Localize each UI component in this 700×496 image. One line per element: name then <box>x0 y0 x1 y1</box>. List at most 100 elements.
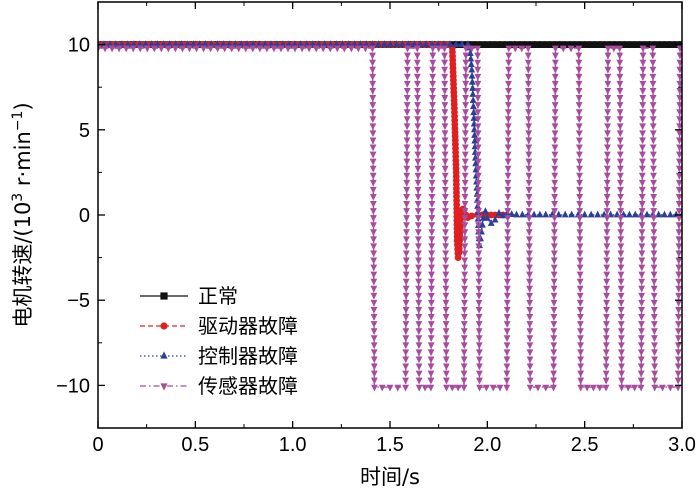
series-4-marker <box>638 328 645 335</box>
x-tick-label: 0.5 <box>181 434 209 456</box>
series-4-marker <box>415 306 423 314</box>
series-4-marker <box>551 87 559 95</box>
series-4-marker <box>576 314 584 321</box>
series-4-marker <box>435 45 443 53</box>
series-4-marker <box>525 215 533 222</box>
series-4-marker <box>504 215 512 222</box>
series-4-marker <box>403 236 410 244</box>
series-4-marker <box>442 328 450 335</box>
series-4-marker <box>603 215 611 222</box>
series-3-marker <box>542 210 550 218</box>
series-4-marker <box>637 342 645 350</box>
series-4-marker <box>403 186 411 194</box>
series-4-marker <box>428 144 436 152</box>
series-4-marker <box>441 66 449 74</box>
series-3-marker <box>225 40 233 47</box>
series-4-marker <box>404 59 411 67</box>
series-4-marker <box>403 208 410 215</box>
series-4-marker <box>462 87 470 95</box>
series-4-marker <box>402 377 410 385</box>
series-4-marker <box>639 109 647 116</box>
series-4-marker <box>575 144 583 152</box>
series-4-marker <box>604 130 611 138</box>
series-3-marker <box>470 108 478 116</box>
series-4-marker <box>674 342 682 350</box>
series-4-marker <box>370 342 378 350</box>
series-4-marker <box>504 123 512 131</box>
series-4-marker <box>461 201 469 208</box>
series-4-marker <box>575 59 583 67</box>
series-4-marker <box>403 95 411 102</box>
series-4-marker <box>370 271 378 279</box>
series-4-marker <box>504 257 511 265</box>
series-4-marker <box>429 66 437 74</box>
series-4-marker <box>428 271 435 279</box>
series-4-marker <box>362 45 369 53</box>
series-4-marker <box>429 102 436 109</box>
series-4-marker <box>414 236 422 244</box>
series-4-marker <box>550 250 558 258</box>
series-4-marker <box>550 356 558 364</box>
series-4-marker <box>347 45 355 53</box>
series-4-marker <box>637 370 645 378</box>
series-4-marker <box>649 73 657 81</box>
series-4-marker <box>550 328 558 335</box>
series-4-marker <box>604 116 612 124</box>
plot-frame <box>97 1 683 429</box>
series-4-marker <box>617 292 625 300</box>
series-4-marker <box>525 201 533 208</box>
series-4-marker <box>504 137 512 145</box>
series-4-marker <box>638 264 646 272</box>
series-4-marker <box>603 278 611 286</box>
series-3-marker <box>154 40 162 47</box>
series-4-marker <box>576 179 583 187</box>
series-4-marker <box>429 59 437 67</box>
series-4-marker <box>525 137 533 145</box>
series-4-marker <box>617 314 625 321</box>
series-4-marker <box>602 342 610 350</box>
series-4-marker <box>575 116 583 124</box>
series-4-marker <box>441 130 449 138</box>
series-4-marker <box>504 250 511 258</box>
series-4-marker <box>441 73 449 81</box>
series-4-marker <box>602 349 610 357</box>
series-4-marker <box>576 271 584 279</box>
x-tick-label: 2.0 <box>473 434 501 456</box>
series-4-marker <box>503 299 511 307</box>
series-4-marker <box>402 243 410 251</box>
series-4-marker <box>474 59 482 67</box>
series-4-marker <box>414 95 421 102</box>
series-4-marker <box>475 229 483 237</box>
series-4-marker <box>577 356 585 364</box>
series-4-marker <box>676 87 682 95</box>
series-4-marker <box>462 59 470 67</box>
legend-item-4: 传感器故障 <box>140 374 298 398</box>
series-4-marker <box>475 314 483 321</box>
series-3-marker <box>483 214 491 221</box>
series-4-marker <box>675 278 682 286</box>
series-4-marker <box>638 292 646 300</box>
series-4-marker <box>675 208 682 215</box>
series-4-marker <box>402 321 410 328</box>
series-4-marker <box>461 137 469 145</box>
series-4-marker <box>602 370 610 378</box>
series-4-marker <box>429 52 437 60</box>
series-4-marker <box>421 384 429 392</box>
series-4-marker <box>651 377 659 385</box>
series-4-marker <box>618 356 625 364</box>
series-4-marker <box>108 45 116 53</box>
series-4-marker <box>504 179 512 187</box>
series-4-marker <box>551 95 559 102</box>
series-3-marker <box>380 40 388 47</box>
series-4-marker <box>639 116 647 124</box>
series-4-marker <box>378 384 386 392</box>
series-4-marker <box>504 271 511 279</box>
series-4-marker <box>603 243 611 251</box>
series-4-marker <box>403 201 411 208</box>
series-4-marker <box>666 384 674 392</box>
series-4-marker <box>468 45 476 53</box>
series-4-marker <box>616 165 624 173</box>
series-4-marker <box>675 250 682 258</box>
series-4-marker <box>650 215 658 222</box>
series-4-marker <box>371 384 378 392</box>
